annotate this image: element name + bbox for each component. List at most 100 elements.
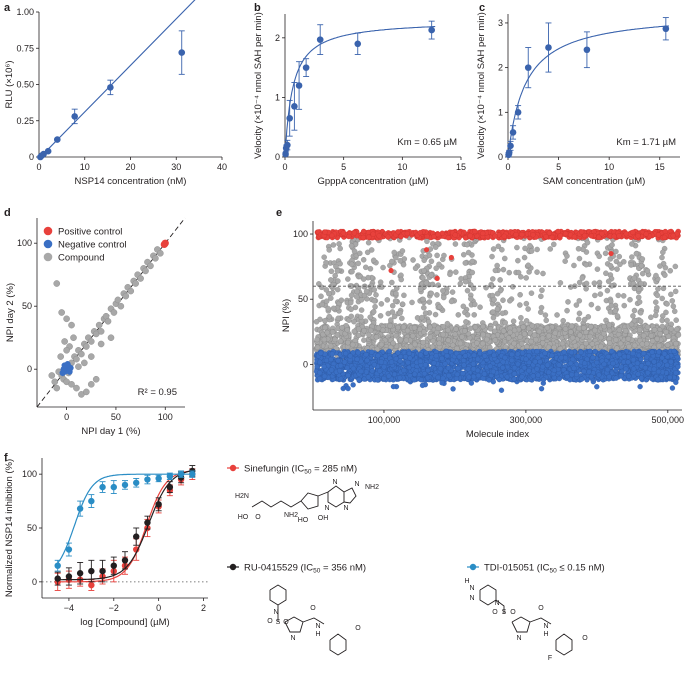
legend-label: Positive control: [58, 227, 122, 238]
compound-point: [543, 317, 549, 324]
y-tick-label: 1.00: [16, 7, 34, 17]
negative-control-point: [568, 349, 575, 356]
compound-point: [370, 257, 377, 264]
compound-point: [675, 332, 682, 338]
r2-annotation: R² = 0.95: [138, 387, 177, 398]
negative-control-point: [345, 385, 351, 392]
compound-point: [502, 319, 508, 326]
compound-point: [638, 280, 644, 287]
negative-control-point: [561, 349, 567, 355]
compound-point: [351, 248, 358, 255]
compound-point: [542, 312, 549, 318]
compound-point: [629, 254, 635, 260]
negative-control-point: [460, 370, 466, 377]
compound-point: [614, 266, 620, 272]
data-point: [354, 40, 362, 48]
compound-point: [403, 337, 410, 344]
compound-point: [462, 278, 469, 285]
x-tick-label: 10: [80, 162, 90, 172]
negative-control-point: [569, 372, 575, 378]
x-tick-label: 0: [282, 162, 287, 172]
compound-point: [521, 254, 528, 261]
compound-point: [68, 321, 75, 329]
y-tick-label: 1: [275, 92, 280, 102]
compound-point: [368, 282, 375, 289]
data-point: [282, 150, 289, 158]
compound-point: [427, 324, 433, 330]
compound-point: [565, 299, 571, 305]
compound-point: [568, 329, 574, 335]
compound-point: [322, 324, 328, 331]
compound-point: [668, 291, 674, 298]
compound-point: [596, 253, 602, 259]
compound-point: [520, 324, 526, 330]
compound-point: [87, 338, 95, 345]
data-point: [316, 36, 324, 43]
negative-control-point: [486, 377, 492, 383]
y-tick-label: 50: [22, 301, 32, 311]
compound-point: [401, 292, 407, 299]
data-point: [295, 82, 303, 89]
compound-point: [652, 312, 659, 319]
compound-point: [468, 282, 474, 288]
compound-point: [351, 318, 357, 325]
compound-point: [613, 248, 619, 255]
compound-point: [323, 287, 330, 293]
compound-point: [417, 286, 424, 292]
compound-point: [490, 314, 497, 321]
compound-point: [157, 249, 164, 257]
compound-point: [367, 265, 374, 272]
negative-control-point: [450, 386, 456, 392]
compound-point: [440, 287, 446, 294]
compound-point: [390, 340, 396, 346]
compound-point: [463, 319, 469, 325]
y-tick-label: 3: [498, 18, 503, 28]
compound-point: [371, 287, 378, 293]
x-tick-label: 0: [64, 412, 69, 422]
compound-point: [607, 262, 614, 269]
compound-point: [594, 266, 601, 272]
data-point: [583, 46, 591, 54]
compound-point: [665, 333, 672, 340]
compound-point: [358, 297, 365, 303]
compound-point: [348, 261, 355, 268]
data-point: [505, 149, 513, 156]
compound-point: [489, 253, 495, 260]
compound-point: [400, 261, 407, 268]
negative-control-point: [538, 386, 545, 392]
compound-point: [360, 276, 367, 282]
compound-point: [507, 329, 513, 336]
compound-point: [132, 280, 139, 287]
x-tick-label: 40: [217, 162, 227, 172]
compound-point: [449, 289, 456, 295]
compound-point: [636, 299, 643, 305]
compound-point: [576, 279, 583, 286]
compound-point: [397, 257, 403, 264]
compound-point: [628, 262, 634, 268]
compound-point: [625, 335, 632, 342]
compound-point: [657, 263, 663, 269]
compound-point: [592, 327, 598, 334]
compound-point: [616, 327, 623, 333]
compound-point: [412, 265, 419, 271]
compound-point: [122, 292, 130, 300]
compound-point: [467, 325, 474, 332]
compound-point: [83, 343, 90, 350]
compound-point: [636, 327, 643, 333]
compound-point: [424, 238, 430, 245]
compound-point: [517, 291, 523, 298]
compound-point: [368, 247, 375, 253]
y-tick-label: 0: [498, 152, 503, 162]
negative-control-point: [498, 387, 505, 393]
compound-point: [344, 327, 351, 333]
compound-point: [494, 262, 500, 269]
compound-point: [334, 332, 341, 338]
compound-point: [464, 287, 471, 294]
compound-point: [378, 341, 385, 348]
data-point: [44, 147, 52, 155]
compound-point: [660, 249, 666, 256]
compound-point: [372, 303, 378, 310]
compound-point: [328, 277, 334, 283]
legend-marker: [43, 226, 53, 236]
compound-point: [644, 324, 651, 330]
